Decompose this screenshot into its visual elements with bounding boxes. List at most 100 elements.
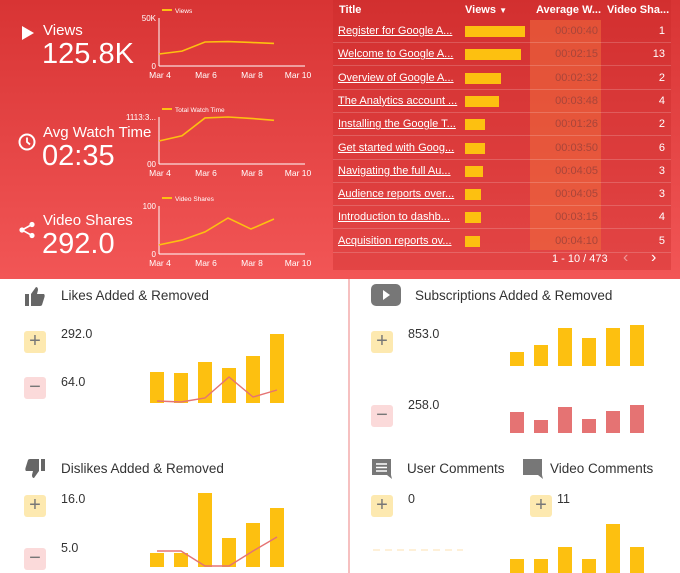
minus-icon: − — [24, 548, 46, 570]
likes-added-bar — [198, 362, 212, 403]
x-tick-label: Mar 10 — [285, 258, 312, 268]
x-tick-label: Mar 8 — [241, 168, 263, 178]
x-tick-label: Mar 4 — [149, 258, 171, 268]
likes-added-bar — [222, 368, 236, 403]
table-row: Get started with Goog... 00:03:50 6 — [333, 137, 671, 160]
video-title-link[interactable]: Overview of Google A... — [338, 71, 454, 84]
minus-icon: − — [24, 377, 46, 399]
video-shares: 2 — [658, 118, 665, 131]
views-bar — [465, 212, 481, 224]
video-comments-bar — [534, 559, 548, 573]
thumbs-up-icon — [25, 287, 45, 306]
views-bar — [465, 165, 483, 177]
video-comment-icon — [523, 459, 543, 479]
table-row: Welcome to Google A... 00:02:15 13 — [333, 43, 671, 67]
likes-removed: 64.0 — [61, 375, 86, 389]
col-header-avg-watch[interactable]: Average W... — [536, 4, 602, 16]
y-tick-label: 50K — [142, 14, 157, 23]
sort-desc-icon: ▼ — [499, 6, 507, 15]
trend-charts: Views 0 50K Mar 4 Mar 6 Mar 8 Mar 10 Total Watc… — [126, 8, 312, 268]
views-bar — [465, 142, 486, 154]
video-comments-bar — [582, 559, 596, 573]
table-row: Navigating the full Au... 00:04:05 3 — [333, 160, 671, 183]
subs-added-bar — [558, 328, 572, 366]
subs-added-bar — [606, 328, 620, 366]
prev-page-icon[interactable]: ‹ — [623, 249, 629, 266]
subs-removed-bar — [558, 407, 572, 433]
video-title-link[interactable]: The Analytics account ... — [338, 94, 458, 107]
video-title-link[interactable]: Register for Google A... — [338, 25, 453, 37]
plus-icon: + — [24, 495, 46, 517]
avg-watch-time: 00:01:26 — [555, 118, 598, 131]
legend-label: Views — [175, 8, 193, 15]
x-tick-label: Mar 6 — [195, 168, 217, 178]
likes-added-bar — [270, 334, 284, 403]
legend-label: Video Shares — [175, 196, 215, 203]
kpi-value: 125.8K — [42, 38, 134, 70]
panel-charts — [150, 325, 644, 573]
series-line — [158, 217, 275, 246]
video-comments-bar — [558, 547, 572, 573]
x-tick-label: Mar 4 — [149, 168, 171, 178]
video-comments-bar — [606, 524, 620, 573]
col-header-title[interactable]: Title — [339, 4, 362, 16]
kpi-label: Video Shares — [43, 212, 133, 229]
avg-watch-time: 00:03:50 — [555, 141, 598, 154]
y-tick-label: 00 — [147, 160, 156, 169]
video-title-link[interactable]: Welcome to Google A... — [338, 48, 454, 61]
y-tick-label: 1113:3... — [126, 113, 156, 122]
subs-added-bar — [582, 338, 596, 366]
series-line — [158, 116, 275, 142]
table-row: Audience reports over... 00:04:05 3 — [333, 183, 671, 207]
likes-added-bar — [246, 356, 260, 403]
video-title-link[interactable]: Get started with Goog... — [338, 141, 455, 154]
subs-added-bar — [534, 345, 548, 366]
subs-removed-bar — [582, 419, 596, 433]
dislikes-removed: 5.0 — [61, 541, 79, 555]
thumbs-down-icon — [25, 459, 45, 478]
video-title-link[interactable]: Navigating the full Au... — [338, 164, 451, 177]
likes-added-bar — [174, 373, 188, 403]
next-page-icon[interactable]: › — [651, 249, 657, 266]
video-title-link[interactable]: Installing the Google T... — [338, 118, 456, 131]
video-shares: 3 — [658, 188, 665, 201]
likes-title: Likes Added & Removed — [61, 288, 209, 303]
share-icon — [19, 221, 35, 239]
dislikes-added-bar — [198, 493, 212, 567]
kpi-value: 292.0 — [42, 228, 115, 260]
video-title-link[interactable]: Acquisition reports ov... — [338, 234, 452, 247]
kpi-label: Avg Watch Time — [43, 124, 152, 141]
video-title-link[interactable]: Audience reports over... — [338, 188, 455, 201]
table-row: Installing the Google T... 00:01:26 2 — [333, 113, 671, 137]
kpi-value: 02:35 — [42, 140, 115, 172]
series-line — [158, 40, 275, 55]
views-bar — [465, 72, 501, 84]
legend-label: Total Watch Time — [175, 107, 225, 114]
table-row: Introduction to dashb... 00:03:15 4 — [333, 206, 671, 230]
dislikes-added-bar — [222, 538, 236, 567]
dislikes-removed-line — [157, 536, 278, 567]
avg-watch-time: 00:03:48 — [555, 94, 598, 107]
video-comments-bar — [510, 559, 524, 573]
x-tick-label: Mar 8 — [241, 258, 263, 268]
col-header-video-shares[interactable]: Video Sha... — [607, 4, 670, 16]
user-comments-added: 0 — [408, 492, 415, 506]
video-shares: 4 — [658, 211, 665, 224]
play-icon — [22, 26, 34, 40]
video-title-link[interactable]: Introduction to dashb... — [338, 211, 450, 224]
video-shares: 5 — [658, 234, 665, 247]
x-tick-label: Mar 6 — [195, 70, 217, 80]
avg-watch-time: 00:03:15 — [555, 211, 598, 224]
video-comments-bar — [630, 547, 644, 573]
avg-watch-time: 00:04:05 — [555, 188, 598, 201]
dislikes-title: Dislikes Added & Removed — [61, 461, 224, 476]
avg-watch-time: 00:00:40 — [555, 25, 598, 37]
plus-icon: + — [371, 495, 393, 517]
x-tick-label: Mar 6 — [195, 258, 217, 268]
col-header-views[interactable]: Views ▼ — [465, 4, 507, 16]
table-row: The Analytics account ... 00:03:48 4 — [333, 90, 671, 113]
avg-watch-time: 00:04:10 — [555, 234, 598, 247]
views-bar — [465, 95, 500, 107]
video-shares: 4 — [658, 94, 665, 107]
table-row: Acquisition reports ov... 00:04:10 5 — [333, 230, 671, 253]
